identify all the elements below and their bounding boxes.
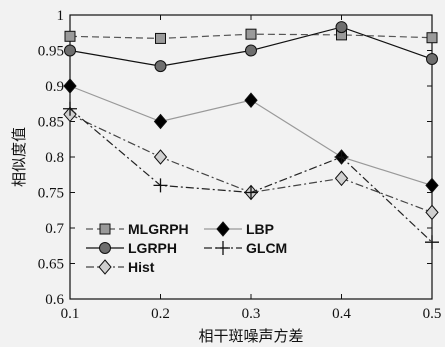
- legend-item-lbp: LBP: [204, 221, 274, 237]
- data-point: [334, 150, 349, 164]
- data-point: [335, 21, 348, 34]
- x-tick-label: 0.4: [332, 306, 351, 322]
- data-point: [153, 113, 168, 130]
- legend-item-glcm: GLCM: [204, 240, 287, 256]
- x-axis-ticks: 0.1 0.2 0.3 0.4 0.5: [61, 15, 442, 322]
- series-hist: [63, 106, 439, 221]
- series-layer: [63, 21, 439, 250]
- y-tick-label: 0.7: [45, 221, 64, 237]
- x-tick-label: 0.5: [423, 306, 442, 322]
- y-tick-label: 0.6: [45, 292, 64, 308]
- data-point: [244, 92, 258, 108]
- legend-label: LGRPH: [128, 240, 177, 256]
- data-point: [426, 53, 438, 66]
- series-lbp: [63, 78, 439, 194]
- data-point: [63, 101, 77, 116]
- data-point: [64, 44, 76, 57]
- series-glcm: [63, 101, 439, 250]
- data-point: [426, 32, 438, 44]
- legend-item-mlgrph: MLGRPH: [86, 221, 189, 237]
- series-lgrph: [64, 21, 438, 73]
- legend-label: Hist: [128, 259, 155, 275]
- legend: MLGRPH LBP LGRPH GLCM Hist: [86, 221, 287, 275]
- x-axis-title: 相干斑噪声方差: [198, 327, 303, 345]
- data-point: [425, 235, 439, 250]
- x-tick-label: 0.1: [61, 306, 80, 322]
- y-tick-label: 0.9: [45, 79, 64, 95]
- legend-marker: [216, 241, 230, 255]
- data-point: [244, 185, 258, 200]
- data-point: [153, 149, 168, 165]
- legend-label: GLCM: [246, 240, 287, 256]
- legend-marker: [216, 221, 230, 237]
- legend-item-hist: Hist: [86, 259, 155, 275]
- legend-marker: [99, 223, 111, 235]
- legend-item-lgrph: LGRPH: [86, 240, 177, 256]
- y-tick-label: 0.75: [38, 186, 64, 202]
- x-tick-label: 0.3: [242, 306, 261, 322]
- legend-label: MLGRPH: [128, 221, 189, 237]
- data-point: [334, 170, 349, 187]
- data-point: [64, 30, 76, 42]
- data-point: [425, 177, 439, 194]
- series-mlgrph: [64, 28, 438, 44]
- plot-area: [69, 14, 433, 300]
- y-tick-label: 0.85: [38, 115, 64, 131]
- data-point: [245, 28, 257, 40]
- data-point: [245, 44, 257, 57]
- data-point: [425, 204, 439, 221]
- data-point: [63, 78, 77, 94]
- data-point: [153, 178, 168, 193]
- legend-label: LBP: [246, 221, 274, 237]
- data-point: [155, 32, 166, 44]
- y-tick-label: 0.65: [38, 257, 64, 273]
- y-tick-label: 0.95: [38, 44, 64, 60]
- y-tick-label: 0.8: [45, 150, 64, 166]
- y-tick-label: 1: [57, 8, 65, 24]
- legend-marker: [99, 242, 111, 254]
- legend-marker: [98, 259, 112, 275]
- x-tick-label: 0.2: [151, 306, 170, 322]
- y-axis-title: 相似度值: [10, 127, 28, 187]
- data-point: [154, 60, 167, 73]
